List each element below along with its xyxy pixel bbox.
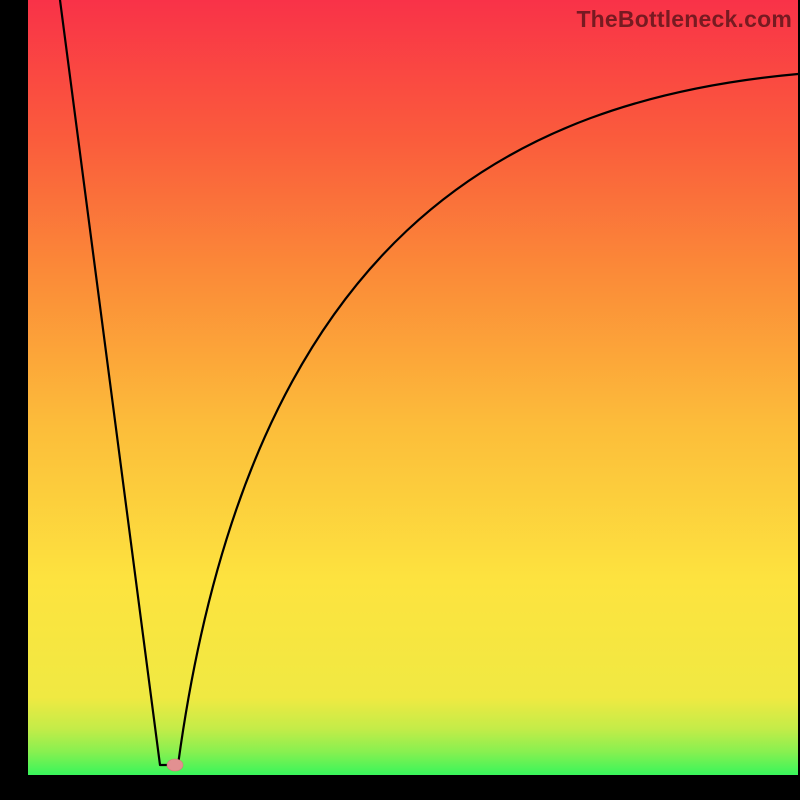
plot-area [28,0,798,775]
watermark-text: TheBottleneck.com [576,6,792,33]
bottleneck-chart [0,0,800,800]
optimal-point-marker [167,759,183,771]
